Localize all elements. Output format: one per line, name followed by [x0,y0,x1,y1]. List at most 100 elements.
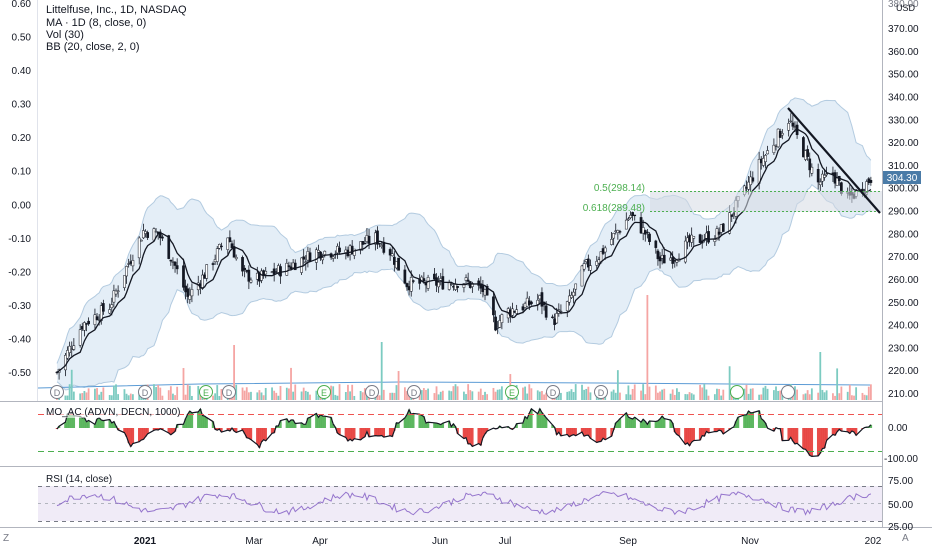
mcclellan-bar [854,428,858,436]
mcclellan-bar [302,424,305,428]
volume-bar [867,386,870,400]
volume-bar [66,395,69,400]
volume-bar [469,390,472,400]
candle-body [139,239,143,242]
price-tick: 310.00 [888,161,919,172]
mcclellan-bar [83,417,86,428]
volume-bar [762,387,765,400]
mcclellan-bar [329,417,333,428]
volume-bar [848,384,851,400]
mcclellan-bar [336,428,339,434]
volume-bar [102,387,105,400]
event-marker-label: D [142,388,149,398]
candle-body [175,265,179,270]
mcclellan-bar [321,416,324,428]
dividend-marker-icon[interactable] [781,385,795,399]
volume-bar [583,389,586,400]
mcclellan-bar [557,428,561,433]
dividend-marker-icon[interactable] [222,385,236,399]
rsi-label[interactable]: RSI (14, close) [46,474,113,485]
event-marker-label: D [226,388,233,398]
candle-body [110,304,114,308]
left-axis-tick: -0.40 [8,334,31,345]
dividend-marker-icon[interactable] [138,385,152,399]
earnings-marker-icon[interactable] [730,385,744,399]
mcclellan-bar [184,418,187,428]
mcclellan-bar [112,421,116,428]
candle-body [72,345,76,350]
indicator-bb-label[interactable]: BB (20, close, 2, 0) [46,41,140,53]
price-tick: 270.00 [888,252,919,263]
volume-bar [646,295,649,400]
volume-bar [654,385,657,400]
dividend-marker-icon[interactable] [50,385,64,399]
mcclellan-bar [840,428,843,432]
earnings-marker-icon[interactable] [317,385,331,399]
candle-body [492,296,495,316]
mcclellan-bar [315,413,318,428]
volume-bar [684,394,687,400]
chart-title[interactable]: Littelfuse, Inc., 1D, NASDAQ [46,4,187,16]
price-axis[interactable]: 380.00 370.00 360.00 350.00 340.00 330.00 320.… [888,0,919,400]
candle-body [241,257,244,272]
candle-body [610,239,613,245]
volume-bar [610,391,613,400]
mcclellan-bar [412,413,415,428]
mcclellan-bar [365,428,369,432]
fib-level-0-5-label: 0.5(298.14) [594,183,645,194]
mcclellan-bar [757,410,761,428]
mcclellan-bar [747,411,750,428]
volume-bar [663,388,666,400]
mcclellan-bar [338,428,341,435]
bb-lower [56,184,872,391]
candle-body [818,181,822,186]
volume-bar [614,392,617,400]
timezone-button[interactable]: Z [3,533,10,544]
mcclellan-bar [690,428,693,443]
dividend-marker-icon[interactable] [365,385,379,399]
earnings-marker-icon[interactable] [505,385,519,399]
mcclellan-bar [456,428,459,434]
volume-bar [673,394,676,400]
volume-bar [851,395,853,400]
trend-line[interactable] [787,107,881,214]
indicator-vol-label[interactable]: Vol (30) [46,29,84,41]
price-tick: 300.00 [888,184,919,195]
event-marker-label: D [54,388,61,398]
mcclellan-bar [359,428,362,440]
mcclellan-bar [675,428,679,435]
candle-body [825,173,828,176]
volume-bar [422,388,425,400]
candle-body [612,233,615,239]
mcclellan-label[interactable]: MO_AC (ADVN, DECN, 1000) [46,407,181,418]
volume-bar [317,395,320,400]
candle-body [87,320,90,325]
volume-bar [541,390,543,400]
candle-body [127,263,131,265]
candlestick-series[interactable] [55,113,873,380]
time-axis[interactable]: 2021 Mar Apr Jun Jul Sep Nov 202 [134,536,882,547]
volume-bar [159,387,162,400]
dividend-marker-icon[interactable] [594,385,608,399]
time-axis-label: 2021 [134,536,157,547]
volume-bar [212,395,214,400]
volume-bar [290,367,292,400]
mcclellan-bar [521,422,525,428]
dividend-marker-icon[interactable] [407,385,421,399]
candle-body [230,243,234,249]
time-axis-label: Apr [312,536,328,547]
candle-body [603,247,607,253]
auto-scale-button[interactable]: A [902,533,909,544]
mcclellan-bar [692,428,695,441]
mcclellan-bar [540,412,544,428]
indicator-ma-label[interactable]: MA · 1D (8, close, 0) [46,17,147,29]
volume-bar [161,395,164,400]
volume-bar [758,394,761,400]
volume-bar [191,395,193,400]
candle-body [565,301,569,312]
candle-body [449,283,453,286]
dividend-marker-icon[interactable] [546,385,560,399]
earnings-marker-icon[interactable] [199,385,213,399]
